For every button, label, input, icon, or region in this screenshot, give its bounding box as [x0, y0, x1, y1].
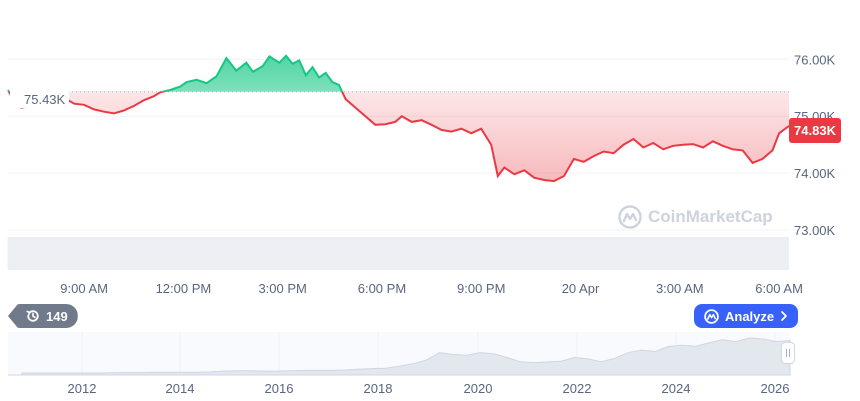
coinmarketcap-logo-icon [618, 205, 642, 229]
x-tick-label: 12:00 PM [156, 281, 212, 296]
area-below-reference [8, 91, 789, 182]
x-tick-label: 9:00 AM [60, 281, 108, 296]
analyze-icon [704, 308, 719, 324]
x-tick-label: 3:00 PM [258, 281, 306, 296]
analyze-button[interactable]: Analyze [694, 304, 799, 328]
brush-x-tick-label: 2020 [464, 381, 493, 396]
reference-price-label: 75.43K [10, 90, 70, 108]
x-axis: 9:00 AM 12:00 PM 3:00 PM 6:00 PM 9:00 PM 20 A… [60, 281, 803, 296]
brush-price-area [21, 337, 791, 376]
analyze-label: Analyze [725, 308, 775, 324]
y-tick-label: 76.00K [794, 52, 836, 67]
watermark: CoinMarketCap [618, 205, 773, 229]
brush-x-tick-label: 2012 [68, 381, 97, 396]
brush-x-tick-label: 2016 [265, 381, 294, 396]
history-icon [26, 310, 39, 322]
brush-x-tick-label: 2026 [761, 381, 790, 396]
brush-x-tick-label: 2018 [364, 381, 393, 396]
x-tick-label: 20 Apr [562, 281, 600, 296]
history-count: 149 [46, 308, 68, 324]
brush-x-tick-label: 2014 [166, 381, 195, 396]
overview-brush[interactable]: 2012 2014 2016 2018 2020 2022 2024 2026 [8, 332, 791, 396]
history-count-badge[interactable]: 149 [8, 304, 78, 328]
brush-x-tick-label: 2024 [662, 381, 691, 396]
price-line-down [7, 91, 790, 183]
current-price-badge: 74.83K [789, 118, 841, 143]
x-tick-label: 3:00 AM [656, 281, 704, 296]
brush-handle[interactable] [781, 342, 795, 364]
y-tick-label: 74.00K [794, 166, 836, 181]
brush-x-tick-label: 2022 [563, 381, 592, 396]
watermark-text: CoinMarketCap [648, 207, 773, 226]
x-tick-label: 9:00 PM [457, 281, 505, 296]
volume-bars [7, 237, 789, 270]
chevron-right-icon [781, 311, 788, 321]
x-tick-label: 6:00 AM [755, 281, 803, 296]
x-tick-label: 6:00 PM [358, 281, 406, 296]
y-tick-label: 73.00K [794, 223, 836, 238]
